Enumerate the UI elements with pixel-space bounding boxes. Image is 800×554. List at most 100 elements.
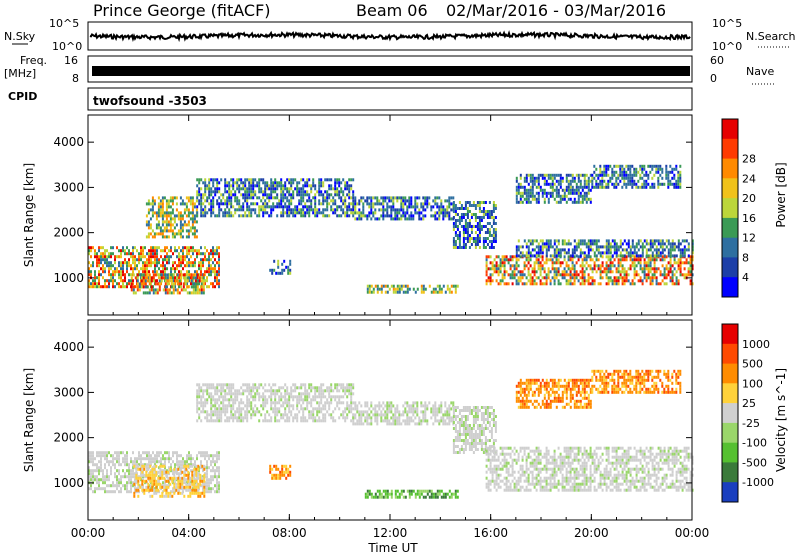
echo-cell [193, 476, 196, 480]
echo-cell [643, 245, 646, 249]
echo-cell [206, 472, 208, 476]
echo-cell [264, 419, 267, 423]
echo-cell [192, 285, 195, 289]
echo-cell [583, 182, 586, 186]
echo-cell [182, 252, 184, 256]
echo-cell [567, 255, 570, 259]
echo-cell [202, 258, 204, 262]
echo-cell [673, 245, 676, 249]
echo-cell [553, 251, 556, 255]
echo-cell [126, 460, 128, 464]
echo-cell [569, 270, 572, 274]
power-x-ticks [87, 115, 693, 315]
echo-cell [545, 258, 548, 262]
echo-cell [555, 173, 558, 177]
echo-cell [649, 164, 652, 168]
echo-cell [288, 199, 291, 203]
echo-cell [176, 460, 178, 464]
echo-cell [214, 389, 217, 393]
echo-cell [102, 267, 104, 271]
echo-cell [585, 185, 588, 189]
echo-cell [218, 285, 220, 289]
echo-cell [631, 264, 634, 268]
echo-cell [171, 476, 174, 480]
echo-cell [177, 482, 180, 486]
echo-cell [344, 205, 347, 209]
echo-cell [529, 191, 532, 195]
echo-cell [161, 217, 164, 221]
echo-cell [100, 246, 102, 250]
echo-cell [270, 184, 273, 188]
echo-cell [168, 279, 170, 283]
echo-cell [202, 261, 204, 265]
echo-cell [294, 211, 297, 215]
echo-cell [376, 217, 379, 221]
echo-cell [179, 479, 182, 483]
echo-cell [647, 182, 650, 186]
echo-cell [362, 202, 365, 206]
echo-cell [214, 267, 216, 271]
echo-cell [268, 413, 271, 417]
echo-cell [212, 395, 215, 399]
echo-cell [683, 248, 686, 252]
echo-cell [671, 273, 674, 277]
echo-cell [637, 258, 640, 262]
echo-cell [342, 208, 345, 212]
echo-cell [218, 487, 220, 491]
echo-cell [167, 494, 170, 498]
echo-cell [655, 167, 658, 171]
echo-cell [194, 460, 196, 464]
echo-cell [394, 290, 397, 294]
echo-cell [124, 457, 126, 461]
echo-cell [567, 279, 570, 283]
echo-cell [519, 194, 522, 198]
echo-cell [147, 473, 150, 477]
echo-cell [184, 469, 186, 473]
echo-cell [641, 182, 644, 186]
echo-cell [157, 479, 160, 483]
echo-cell [595, 179, 598, 183]
echo-cell [264, 395, 267, 399]
echo-cell [346, 208, 349, 212]
echo-cell [533, 179, 536, 183]
echo-cell [374, 202, 377, 206]
echo-cell [290, 211, 293, 215]
echo-cell [424, 202, 427, 206]
echo-cell [264, 389, 267, 393]
echo-cell [424, 208, 427, 212]
echo-cell [655, 270, 658, 274]
echo-cell [114, 273, 116, 277]
echo-cell [212, 178, 215, 182]
echo-cell [108, 270, 110, 274]
echo-cell [182, 466, 184, 470]
echo-cell [232, 392, 235, 396]
echo-cell [619, 179, 622, 183]
echo-cell [135, 479, 138, 483]
echo-cell [230, 392, 233, 396]
echo-cell [615, 179, 618, 183]
echo-cell [609, 279, 612, 283]
echo-cell [619, 258, 622, 262]
echo-cell [482, 237, 485, 240]
echo-cell [144, 255, 146, 259]
echo-cell [186, 246, 188, 250]
echo-cell [90, 475, 92, 479]
echo-cell [452, 204, 455, 207]
echo-cell [458, 234, 461, 237]
echo-cell [541, 255, 544, 259]
echo-cell [226, 383, 229, 387]
echo-cell [679, 248, 682, 252]
echo-cell [198, 279, 201, 283]
echo-cell [212, 404, 215, 408]
echo-cell [657, 242, 660, 246]
echo-cell [220, 395, 223, 399]
echo-cell [573, 264, 576, 268]
echo-cell [350, 187, 353, 191]
echo-cell [474, 231, 477, 234]
echo-cell [669, 179, 672, 183]
echo-cell [673, 173, 676, 177]
echo-cell [238, 178, 241, 182]
echo-cell [234, 392, 237, 396]
echo-cell [370, 208, 373, 212]
colorbar-swatch [722, 217, 738, 239]
